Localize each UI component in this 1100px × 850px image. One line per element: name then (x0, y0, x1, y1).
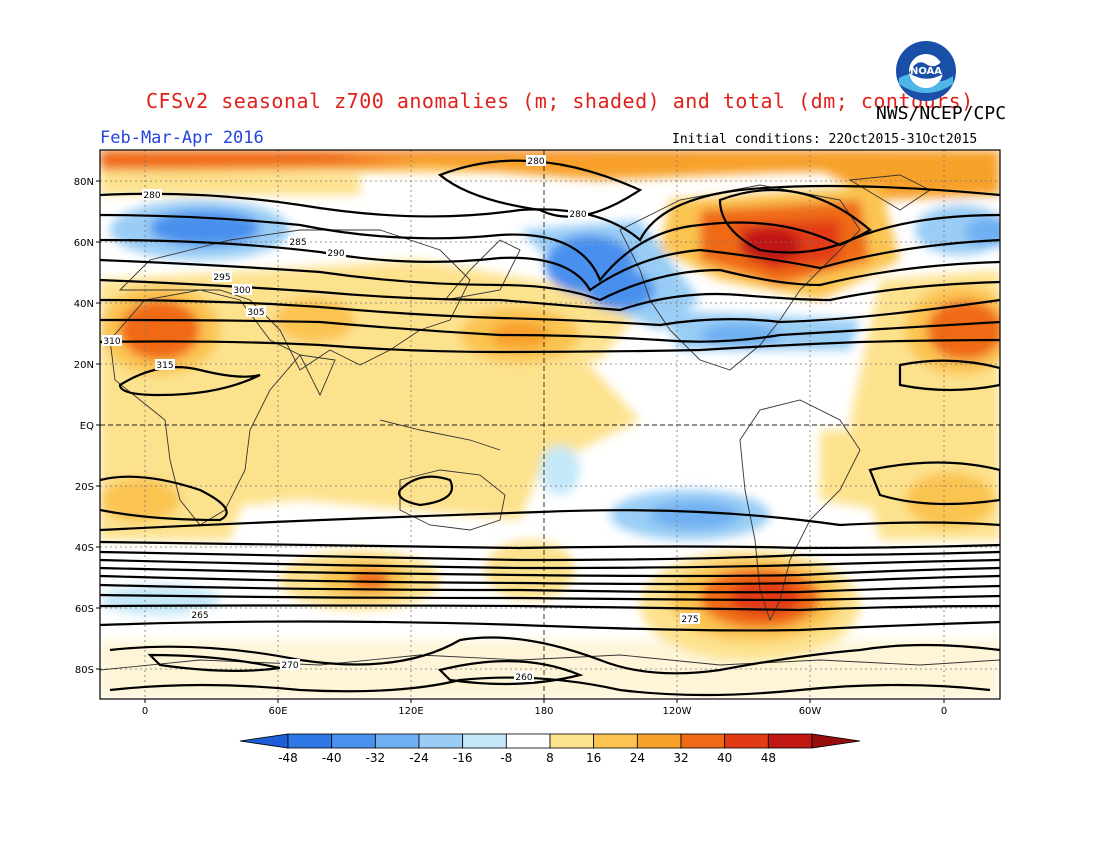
contour-label: 280 (527, 157, 544, 167)
colorbar-swatch (811, 733, 861, 749)
lat-label: 60N (74, 238, 94, 249)
colorbar-tick-label: 48 (761, 751, 776, 765)
lat-label: 80N (74, 177, 94, 188)
lon-label: 60E (268, 706, 287, 717)
contour-label: 315 (156, 361, 173, 371)
logo-text: NOAA (910, 66, 942, 77)
lat-label: 40N (74, 299, 94, 310)
colorbar-swatch (287, 733, 333, 749)
lat-label: EQ (80, 421, 94, 432)
colorbar-tick-label: 40 (717, 751, 732, 765)
colorbar-tick-label: -40 (322, 751, 342, 765)
colorbar-swatch (374, 733, 420, 749)
lon-label: 180 (534, 706, 553, 717)
contour-label: 275 (681, 615, 698, 625)
contour-label: 285 (289, 238, 306, 248)
contour-label: 290 (327, 249, 344, 259)
height-contours (100, 159, 1000, 697)
lon-label: 120W (663, 706, 692, 717)
contour-label: 270 (281, 661, 298, 671)
initial-conditions-label: Initial conditions: 22Oct2015-31Oct2015 (672, 132, 978, 147)
contour-label: 260 (515, 673, 532, 683)
colorbar-tick-label: 24 (630, 751, 645, 765)
colorbar (239, 733, 861, 749)
lat-label: 20S (75, 482, 94, 493)
agency-label: NWS/NCEP/CPC (876, 103, 1007, 124)
colorbar-swatch (462, 733, 507, 749)
lon-label: 0 (941, 706, 947, 717)
lon-label: 120E (398, 706, 423, 717)
colorbar-swatch (724, 733, 769, 749)
map-title: CFSv2 seasonal z700 anomalies (m; shaded… (146, 89, 974, 113)
colorbar-swatch (767, 733, 813, 749)
contour-label: 280 (143, 191, 160, 201)
lat-label: 80S (75, 665, 94, 676)
colorbar-tick-label: 32 (673, 751, 688, 765)
lat-label: 40S (75, 543, 94, 554)
colorbar-swatch (549, 733, 595, 749)
contour-label: 265 (191, 611, 208, 621)
contour-label: 280 (569, 210, 586, 220)
contour-labels: 280 280 280 285 290 295 300 305 310 315 … (102, 155, 700, 683)
colorbar-tick-label: -48 (278, 751, 298, 765)
colorbar-tick-label: 16 (586, 751, 601, 765)
noaa-logo: NOAA (896, 41, 956, 101)
colorbar-tick-label: -24 (409, 751, 429, 765)
colorbar-tick-label: 8 (546, 751, 554, 765)
lon-label: 60W (799, 706, 822, 717)
colorbar-swatch (680, 733, 726, 749)
lat-label: 20N (74, 360, 94, 371)
contour-label: 295 (213, 273, 230, 283)
lat-label: 60S (75, 604, 94, 615)
lon-label: 0 (142, 706, 148, 717)
colorbar-tick-label: -16 (453, 751, 473, 765)
colorbar-swatch (418, 733, 464, 749)
colorbar-swatch (505, 733, 551, 749)
colorbar-swatch (593, 733, 638, 749)
contour-label: 300 (233, 286, 250, 296)
colorbar-tick-label: -8 (500, 751, 512, 765)
colorbar-swatch (239, 733, 289, 749)
season-label: Feb-Mar-Apr 2016 (100, 128, 264, 148)
colorbar-ticks: -48 -40 -32 -24 -16 -8 8 16 24 32 40 48 (278, 751, 776, 765)
colorbar-swatch (331, 733, 376, 749)
colorbar-tick-label: -32 (366, 751, 386, 765)
equator-and-dateline (100, 150, 1000, 699)
contour-label: 305 (247, 308, 264, 318)
colorbar-swatch (636, 733, 682, 749)
contour-label: 310 (103, 337, 120, 347)
